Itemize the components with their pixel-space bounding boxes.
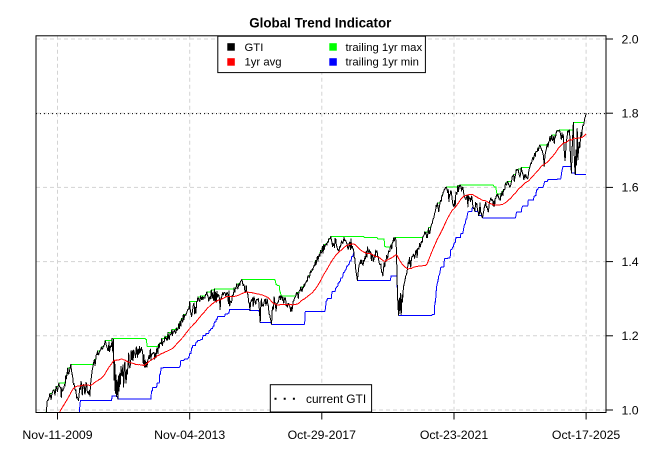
svg-text:Oct-23-2021: Oct-23-2021 xyxy=(420,428,489,442)
svg-text:Oct-17-2025: Oct-17-2025 xyxy=(552,428,621,442)
svg-text:trailing 1yr min: trailing 1yr min xyxy=(346,57,419,69)
svg-text:trailing 1yr max: trailing 1yr max xyxy=(346,42,423,54)
svg-text:1.6: 1.6 xyxy=(622,181,639,195)
svg-text:1.8: 1.8 xyxy=(622,107,639,121)
svg-text:1.0: 1.0 xyxy=(622,403,639,417)
svg-text:1.4: 1.4 xyxy=(622,255,639,269)
svg-text:GTI: GTI xyxy=(245,42,264,54)
svg-text:Oct-29-2017: Oct-29-2017 xyxy=(288,428,357,442)
svg-text:Global Trend Indicator: Global Trend Indicator xyxy=(249,16,392,31)
svg-text:current GTI: current GTI xyxy=(306,392,366,406)
svg-text:1.2: 1.2 xyxy=(622,329,639,343)
svg-text:1yr avg: 1yr avg xyxy=(245,57,282,69)
svg-text:Nov-04-2013: Nov-04-2013 xyxy=(154,428,225,442)
svg-text:Nov-11-2009: Nov-11-2009 xyxy=(22,428,92,442)
svg-text:2.0: 2.0 xyxy=(622,32,639,46)
